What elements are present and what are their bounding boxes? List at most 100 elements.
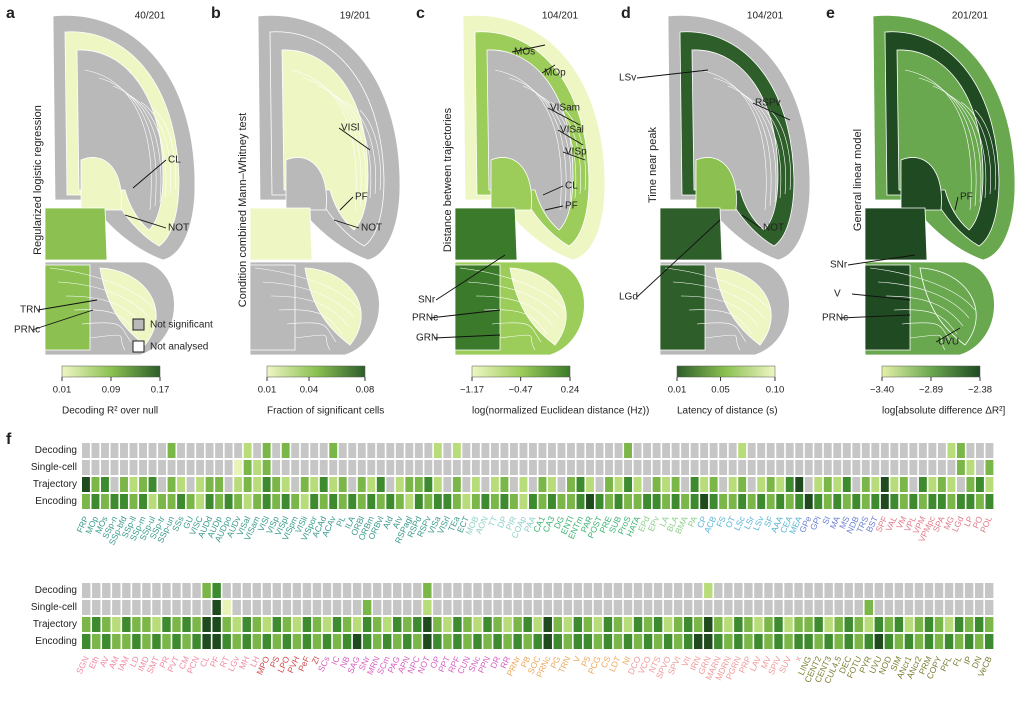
heatmap-cell [243,494,252,509]
region-name: OT [723,515,737,530]
region-contour [508,77,567,207]
heatmap-cell [633,477,642,492]
panel-count: 104/201 [542,11,579,22]
heatmap-cell [719,443,728,458]
heatmap-cell [443,443,452,458]
heatmap-cell [909,443,918,458]
heatmap-cell [714,617,723,632]
heatmap-cell [302,617,312,632]
colorbar [881,365,981,378]
heatmap-cell [728,477,737,492]
heatmap-cell [985,494,994,509]
heatmap-cell [924,634,934,649]
region-contour [126,93,167,199]
region-contour [491,322,542,343]
heatmap-cell [724,600,733,615]
colorbar-tick-label: 0.09 [102,385,121,396]
heatmap-cell [158,477,166,492]
heatmap-cell [92,600,101,615]
heatmap-cell [734,600,743,615]
heatmap-cell [312,634,322,649]
heatmap-cell [852,477,861,492]
heatmap-cell [463,600,472,615]
heatmap-cell [934,634,944,649]
leader-line [547,107,581,126]
heatmap-cell [956,494,965,509]
region-annotation: UVU [938,337,959,348]
heatmap-cell [738,443,747,458]
brain-region [864,207,928,261]
region-name: PO [970,514,984,530]
heatmap-cell [224,494,233,509]
heatmap-cell [112,634,121,649]
heatmap-cell [234,443,243,458]
heatmap-cell [481,460,490,475]
heatmap-cell [795,460,804,475]
region-name: SI [820,515,832,527]
heatmap-cell [205,477,214,492]
heatmap-cell [694,600,703,615]
colorbar-label: Latency of distance (s) [677,406,778,417]
heatmap-cell [122,617,131,632]
heatmap-cell [262,600,272,615]
colorbar-tick-label: −1.17 [460,385,484,396]
heatmap-cell [272,443,281,458]
heatmap-cell [854,634,863,649]
heatmap-cell [272,494,281,509]
region-name: DG [552,515,566,531]
heatmap-cell [483,600,492,615]
heatmap-cell [583,600,593,615]
heatmap-cell [956,443,965,458]
heatmap-cell [148,477,157,492]
heatmap-cell [112,617,121,632]
heatmap-cell [102,617,111,632]
heatmap-cell [243,477,252,492]
heatmap-cell [603,600,613,615]
heatmap-cell [332,617,342,632]
heatmap-cell [683,617,693,632]
heatmap-cell [814,617,823,632]
region-contour [499,334,536,351]
heatmap-cell [613,583,623,598]
colorbar-tick-label: 0.17 [151,385,170,396]
heatmap-cell [944,617,954,632]
heatmap-cell [842,494,851,509]
heatmap-cell [129,460,138,475]
heatmap-cell [102,634,111,649]
heatmap-cell [443,477,452,492]
region-contour [696,322,747,343]
heatmap-cell [784,634,793,649]
heatmap-cell [500,477,509,492]
heatmap-cell [864,600,874,615]
heatmap-cell [804,583,813,598]
heatmap-cell [824,583,833,598]
heatmap-cell [804,600,813,615]
heatmap-cell [253,494,262,509]
heatmap-cell [139,460,147,475]
region-name: DN [970,655,984,670]
heatmap-cell [553,600,562,615]
heatmap-cell [884,583,894,598]
heatmap-cell [814,600,823,615]
heatmap-cell [82,460,90,475]
heatmap-cell [643,634,653,649]
region-contour [974,109,996,191]
heatmap-cell [663,634,673,649]
heatmap-cell [403,583,412,598]
heatmap-cell [613,600,623,615]
heatmap-cell [894,634,904,649]
heatmap-cell [310,494,319,509]
heatmap-cell [814,494,823,509]
leader-line [839,314,911,319]
colorbar-tick-label: 0.04 [300,385,319,396]
leader-line [954,196,959,211]
heatmap-cell [681,477,690,492]
leader-line [435,254,506,301]
region-name: PR [157,655,171,670]
heatmap-cell [362,583,372,598]
colorbar-tick-label: 0.10 [766,385,785,396]
heatmap-cell [300,477,309,492]
heatmap-cell [110,477,119,492]
heatmap-cell [167,443,176,458]
heatmap-cell [372,600,382,615]
